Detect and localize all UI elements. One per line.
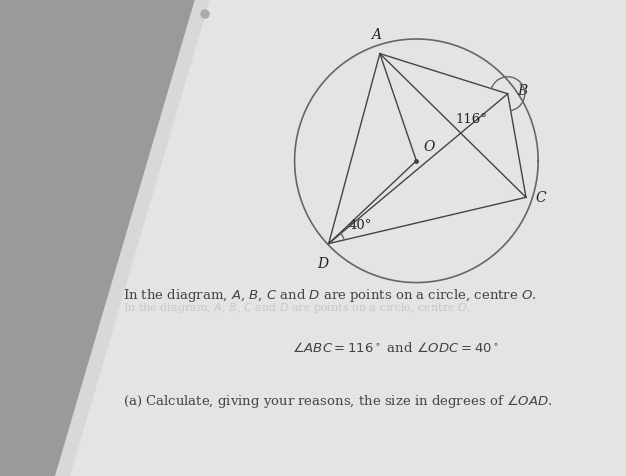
Text: (a) Calculate, giving your reasons, the size in degrees of $\angle OAD$.: (a) Calculate, giving your reasons, the …	[123, 392, 553, 409]
Polygon shape	[55, 0, 210, 476]
Text: A: A	[371, 29, 381, 42]
Polygon shape	[60, 0, 626, 476]
Polygon shape	[0, 0, 200, 476]
Text: In the diagram, $A$, $B$, $C$ and $D$ are points on a circle, centre $O$.: In the diagram, $A$, $B$, $C$ and $D$ ar…	[123, 300, 471, 314]
Text: In the diagram, $A$, $B$, $C$ and $D$ are points on a circle, centre $O$.: In the diagram, $A$, $B$, $C$ and $D$ ar…	[123, 286, 536, 303]
Text: C: C	[536, 191, 546, 205]
Text: D: D	[317, 256, 328, 270]
Text: $\angle ABC = 116^\circ$ and $\angle ODC = 40^\circ$: $\angle ABC = 116^\circ$ and $\angle ODC…	[292, 340, 500, 354]
Text: 40°: 40°	[349, 218, 372, 231]
Text: 116°: 116°	[455, 112, 487, 125]
Text: B: B	[518, 84, 528, 98]
Circle shape	[201, 11, 209, 19]
Text: O: O	[424, 140, 435, 154]
